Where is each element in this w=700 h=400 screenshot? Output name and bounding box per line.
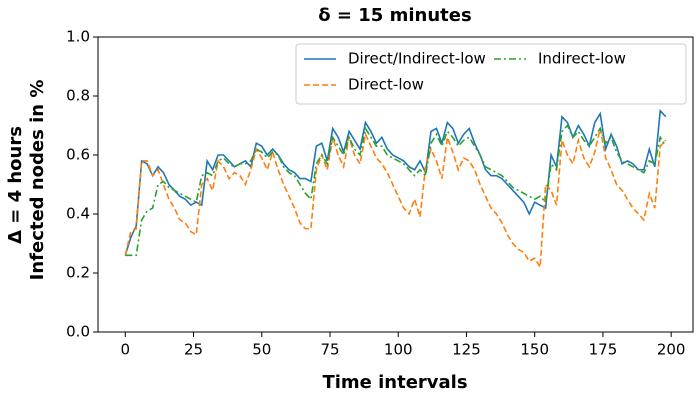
y-tick-label: 1.0 xyxy=(66,28,90,46)
y-tick-label: 0.0 xyxy=(66,323,90,341)
x-tick-label: 0 xyxy=(121,341,131,359)
chart-title: δ = 15 minutes xyxy=(318,5,471,26)
legend-label: Direct-low xyxy=(348,76,424,94)
legend-label: Indirect-low xyxy=(538,50,626,68)
x-tick-label: 100 xyxy=(384,341,413,359)
series-line xyxy=(124,128,667,270)
plot-frame xyxy=(97,36,694,333)
legend-box xyxy=(295,43,687,105)
x-tick-label: 175 xyxy=(589,341,618,359)
x-tick-label: 50 xyxy=(252,341,271,359)
y-tick-label: 0.4 xyxy=(66,205,90,223)
y-tick-label: 0.6 xyxy=(66,146,90,164)
x-tick-label: 200 xyxy=(657,341,686,359)
y-tick-label: 0.2 xyxy=(66,264,90,282)
x-axis-label: Time intervals xyxy=(322,372,467,393)
series-line xyxy=(124,108,667,256)
x-tick-label: 150 xyxy=(520,341,549,359)
x-tick-label: 125 xyxy=(452,341,481,359)
y-axis-label: Infected nodes in % xyxy=(27,80,48,281)
y-tick-label: 0.8 xyxy=(66,87,90,105)
x-tick-label: 25 xyxy=(184,341,203,359)
series-line xyxy=(125,124,667,257)
y-axis-label: Δ = 4 hours xyxy=(5,126,26,244)
legend-label: Direct/Indirect-low xyxy=(348,50,486,68)
x-tick-label: 75 xyxy=(320,341,339,359)
